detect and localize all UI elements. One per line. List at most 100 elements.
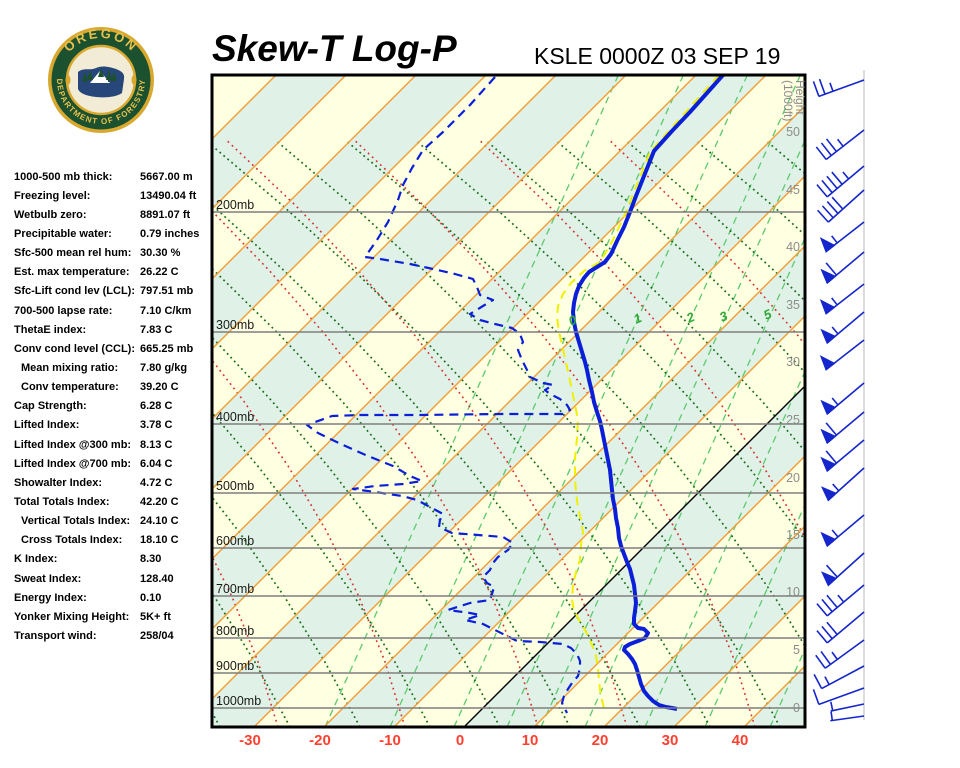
isotherm-line bbox=[213, 76, 766, 629]
wetbulb-trace bbox=[555, 76, 720, 714]
x-tick-label: -10 bbox=[379, 732, 401, 749]
wind-barb bbox=[819, 339, 865, 371]
wind-barb bbox=[820, 552, 865, 587]
temperature-band bbox=[213, 76, 804, 698]
index-value: 30.30 % bbox=[140, 247, 181, 260]
wind-barb bbox=[816, 165, 865, 198]
isobar-label: 200mb bbox=[216, 198, 254, 212]
index-row: Showalter Index: 4.72 C bbox=[14, 473, 219, 492]
index-label: Conv temperature: bbox=[21, 381, 119, 394]
index-value: 7.83 C bbox=[140, 323, 173, 336]
moist-adiabat-line bbox=[225, 139, 628, 726]
index-value: 7.10 C/km bbox=[140, 304, 192, 317]
height-tick-label: 5 bbox=[793, 643, 800, 657]
index-value: 797.51 mb bbox=[140, 285, 194, 298]
index-label: K Index: bbox=[14, 553, 58, 566]
index-row: Conv cond level (CCL): 665.25 mb bbox=[14, 339, 219, 358]
index-label: Lifted Index: bbox=[14, 419, 80, 432]
index-value: 3.78 C bbox=[140, 419, 173, 432]
index-label: Lifted Index @700 mb: bbox=[14, 457, 132, 470]
index-value: 5K+ ft bbox=[140, 610, 171, 623]
wind-barb bbox=[819, 221, 865, 253]
isobar-label: 800mb bbox=[216, 624, 254, 638]
index-row: Cap Strength: 6.28 C bbox=[14, 397, 219, 416]
odf-logo: OREGON DEPARTMENT OF FORESTRY bbox=[48, 26, 154, 133]
moist-adiabat-line bbox=[353, 139, 756, 726]
index-label: Transport wind: bbox=[14, 629, 97, 642]
index-value: 42.20 C bbox=[140, 495, 179, 508]
isobar-label: 900mb bbox=[216, 659, 254, 673]
wind-barb bbox=[816, 584, 865, 617]
index-row: Lifted Index: 3.78 C bbox=[14, 416, 219, 435]
isotherm-line bbox=[213, 106, 804, 699]
height-tick-label: 40 bbox=[786, 240, 800, 254]
moist-adiabat-line bbox=[213, 360, 406, 726]
index-value: 39.20 C bbox=[140, 381, 179, 394]
isotherm-zero-line bbox=[464, 386, 804, 726]
height-tick-label: 0 bbox=[793, 701, 800, 715]
wind-barb bbox=[816, 611, 865, 644]
index-value: 24.10 C bbox=[140, 515, 179, 528]
wind-barb bbox=[820, 311, 865, 345]
index-value: 18.10 C bbox=[140, 534, 179, 547]
dry-adiabat-line bbox=[836, 140, 960, 727]
height-tick-label: 30 bbox=[786, 355, 800, 369]
index-label: Showalter Index: bbox=[14, 476, 103, 489]
wind-barb bbox=[830, 701, 865, 712]
x-tick-label: -20 bbox=[309, 732, 331, 749]
moist-adiabat-line bbox=[213, 210, 539, 726]
logo-trees bbox=[82, 68, 117, 83]
index-row: Cross Totals Index: 18.10 C bbox=[14, 531, 219, 550]
isotherm-line bbox=[604, 526, 804, 726]
station-id: KSLE 0000Z 03 SEP 19 bbox=[534, 43, 781, 69]
index-label: Precipitable water: bbox=[14, 227, 112, 240]
height-tick-label: 10 bbox=[786, 585, 800, 599]
index-label: Vertical Totals Index: bbox=[21, 515, 131, 528]
index-row: Lifted Index @300 mb: 8.13 C bbox=[14, 435, 219, 454]
wind-barb bbox=[820, 514, 865, 548]
index-value: 128.40 bbox=[140, 572, 174, 585]
index-value: 258/04 bbox=[140, 629, 174, 642]
index-row: Yonker Mixing Height: 5K+ ft bbox=[14, 607, 219, 626]
index-label: Est. max temperature: bbox=[14, 266, 130, 279]
dry-adiabat-line bbox=[274, 139, 781, 726]
indices-panel: 1000-500 mb thick: 5667.00 m Freezing leve… bbox=[14, 167, 219, 646]
height-tick-label: 15 bbox=[786, 528, 800, 542]
logo-right-ornament bbox=[131, 75, 137, 85]
dry-adiabat-line bbox=[414, 139, 804, 541]
height-tick-label: 20 bbox=[786, 471, 800, 485]
isotherm-line bbox=[213, 76, 346, 209]
temperature-band bbox=[0, 75, 206, 727]
index-value: 13490.04 ft bbox=[140, 189, 197, 202]
index-row: Wetbulb zero: 8891.07 ft bbox=[14, 205, 219, 224]
height-tick-label: 25 bbox=[786, 413, 800, 427]
wind-barb bbox=[812, 78, 865, 98]
index-row: Sfc-Lift cond lev (LCL): 797.51 mb bbox=[14, 282, 219, 301]
height-tick-label: 45 bbox=[786, 183, 800, 197]
index-label: 700-500 lapse rate: bbox=[14, 304, 113, 317]
index-label: Sweat Index: bbox=[14, 572, 82, 585]
index-row: Conv temperature: 39.20 C bbox=[14, 378, 219, 397]
isotherm-line bbox=[213, 76, 626, 489]
x-tick-label: -30 bbox=[239, 732, 261, 749]
index-row: Mean mixing ratio: 7.80 g/kg bbox=[14, 358, 219, 377]
wind-barb bbox=[815, 639, 865, 669]
height-tick-label: 35 bbox=[786, 298, 800, 312]
isobar-label: 500mb bbox=[216, 479, 254, 493]
index-row: Lifted Index @700 mb: 6.04 C bbox=[14, 454, 219, 473]
index-label: Yonker Mixing Height: bbox=[14, 610, 130, 623]
isotherm-line bbox=[213, 76, 556, 419]
index-row: K Index: 8.30 bbox=[14, 550, 219, 569]
moist-adiabat-line bbox=[0, 140, 150, 727]
wind-barb bbox=[817, 189, 865, 223]
index-row: Total Totals Index: 42.20 C bbox=[14, 492, 219, 511]
index-label: Mean mixing ratio: bbox=[21, 361, 119, 374]
index-row: 700-500 lapse rate: 7.10 C/km bbox=[14, 301, 219, 320]
index-label: Energy Index: bbox=[14, 591, 87, 604]
index-row: 1000-500 mb thick: 5667.00 m bbox=[14, 167, 219, 186]
height-tick-label: 50 bbox=[786, 125, 800, 139]
x-tick-label: 10 bbox=[522, 732, 539, 749]
